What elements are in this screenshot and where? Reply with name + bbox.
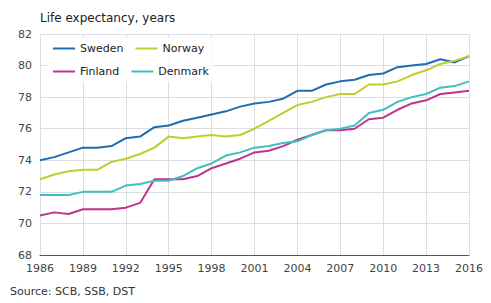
svg-text:70: 70 [18, 217, 32, 230]
svg-text:Denmark: Denmark [158, 65, 209, 78]
svg-text:80: 80 [18, 59, 32, 72]
svg-text:68: 68 [18, 249, 32, 262]
svg-text:2016: 2016 [455, 262, 483, 275]
svg-text:76: 76 [18, 122, 32, 135]
svg-text:2004: 2004 [283, 262, 311, 275]
svg-text:2013: 2013 [412, 262, 440, 275]
svg-text:Sweden: Sweden [80, 42, 123, 55]
svg-text:1986: 1986 [26, 262, 54, 275]
svg-text:Norway: Norway [162, 42, 204, 55]
svg-text:Source: SCB, SSB, DST: Source: SCB, SSB, DST [10, 285, 135, 298]
svg-text:78: 78 [18, 91, 32, 104]
svg-text:1992: 1992 [112, 262, 140, 275]
svg-text:2007: 2007 [326, 262, 354, 275]
svg-text:1995: 1995 [155, 262, 183, 275]
svg-text:72: 72 [18, 185, 32, 198]
svg-text:Life expectancy, years: Life expectancy, years [40, 11, 175, 25]
svg-text:2010: 2010 [369, 262, 397, 275]
svg-text:Finland: Finland [80, 65, 119, 78]
svg-text:1998: 1998 [198, 262, 226, 275]
svg-text:1989: 1989 [69, 262, 97, 275]
svg-text:82: 82 [18, 28, 32, 41]
svg-text:2001: 2001 [241, 262, 269, 275]
svg-text:74: 74 [18, 154, 32, 167]
